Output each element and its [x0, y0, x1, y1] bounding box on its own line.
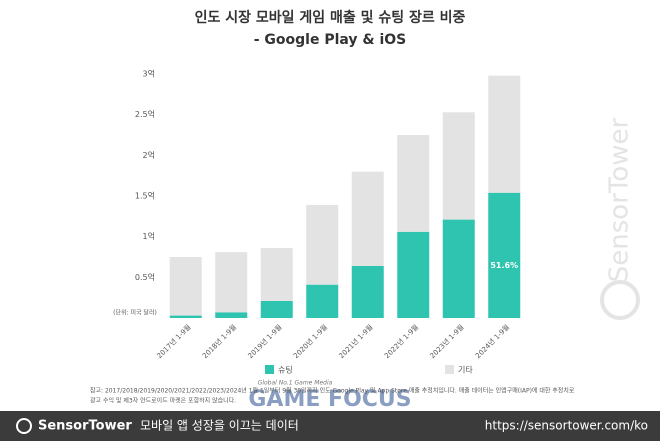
- x-tick-label: 2018년 1-9월: [200, 322, 238, 360]
- bar-segment: [260, 300, 293, 318]
- x-tick-label: 2022년 1-9월: [382, 322, 420, 360]
- legend-swatch: [445, 365, 454, 374]
- x-tick-label: 2023년 1-9월: [428, 322, 466, 360]
- footer-logo: [16, 418, 32, 434]
- x-tick-label: 2021년 1-9월: [337, 322, 375, 360]
- x-tick-label: 2020년 1-9월: [291, 322, 329, 360]
- media-tag: Global No.1 Game Media: [258, 380, 333, 387]
- footer-url: https://sensortower.com/ko: [485, 419, 648, 433]
- bar-segment: [442, 112, 475, 220]
- y-tick-label: 1.5억: [135, 191, 155, 201]
- bar-segment: [442, 219, 475, 318]
- bar-segment: [215, 312, 248, 318]
- legend-label: 슈팅: [278, 365, 293, 375]
- y-tick-label: 3억: [143, 69, 155, 79]
- bar-segment: [351, 171, 384, 266]
- bar-segment: [351, 265, 384, 318]
- bar-segment: [215, 252, 248, 313]
- y-tick-label: 2억: [143, 150, 155, 160]
- legend-swatch: [265, 365, 274, 374]
- bar-segment: [397, 231, 430, 318]
- x-tick-label: 2024년 1-9월: [473, 322, 511, 360]
- bar-segment: [260, 248, 293, 301]
- bar-segment: [488, 192, 521, 318]
- chart-title: 인도 시장 모바일 게임 매출 및 슈팅 장르 비중: [195, 9, 466, 26]
- bar-segment: [488, 75, 521, 193]
- x-tick-label: 2017년 1-9월: [155, 322, 193, 360]
- footer-brand: SensorTower: [38, 419, 132, 434]
- footnote: 광고 수익 및 제3자 안드로이드 마켓은 포함하지 않습니다.: [90, 397, 236, 405]
- footer-bar: [0, 411, 660, 441]
- y-tick-label: 0.5억: [135, 272, 155, 282]
- bar-segment: [306, 204, 339, 285]
- legend-label: 기타: [458, 366, 473, 375]
- bar-segment: [397, 135, 430, 232]
- bar-segment: [306, 284, 339, 318]
- media-name: GAME FOCUS: [248, 387, 411, 412]
- y-tick-label: 1억: [143, 231, 155, 241]
- watermark-logo: [600, 280, 640, 320]
- chart-subtitle: - Google Play & iOS: [254, 32, 407, 48]
- bar-segment: [169, 257, 202, 316]
- y-tick-label: 2.5억: [135, 109, 155, 119]
- annotation: 51.6%: [490, 261, 518, 270]
- bar-segment: [169, 315, 202, 318]
- unit-label: (단위: 미국 달러): [113, 309, 157, 317]
- footnote: 참고: 2017/2018/2019/2020/2021/2022/2023/2…: [90, 387, 575, 395]
- watermark: SensorTower: [605, 117, 635, 282]
- x-tick-label: 2019년 1-9월: [246, 322, 284, 360]
- footer-tagline: 모바일 앱 성장을 이끄는 데이터: [140, 419, 299, 433]
